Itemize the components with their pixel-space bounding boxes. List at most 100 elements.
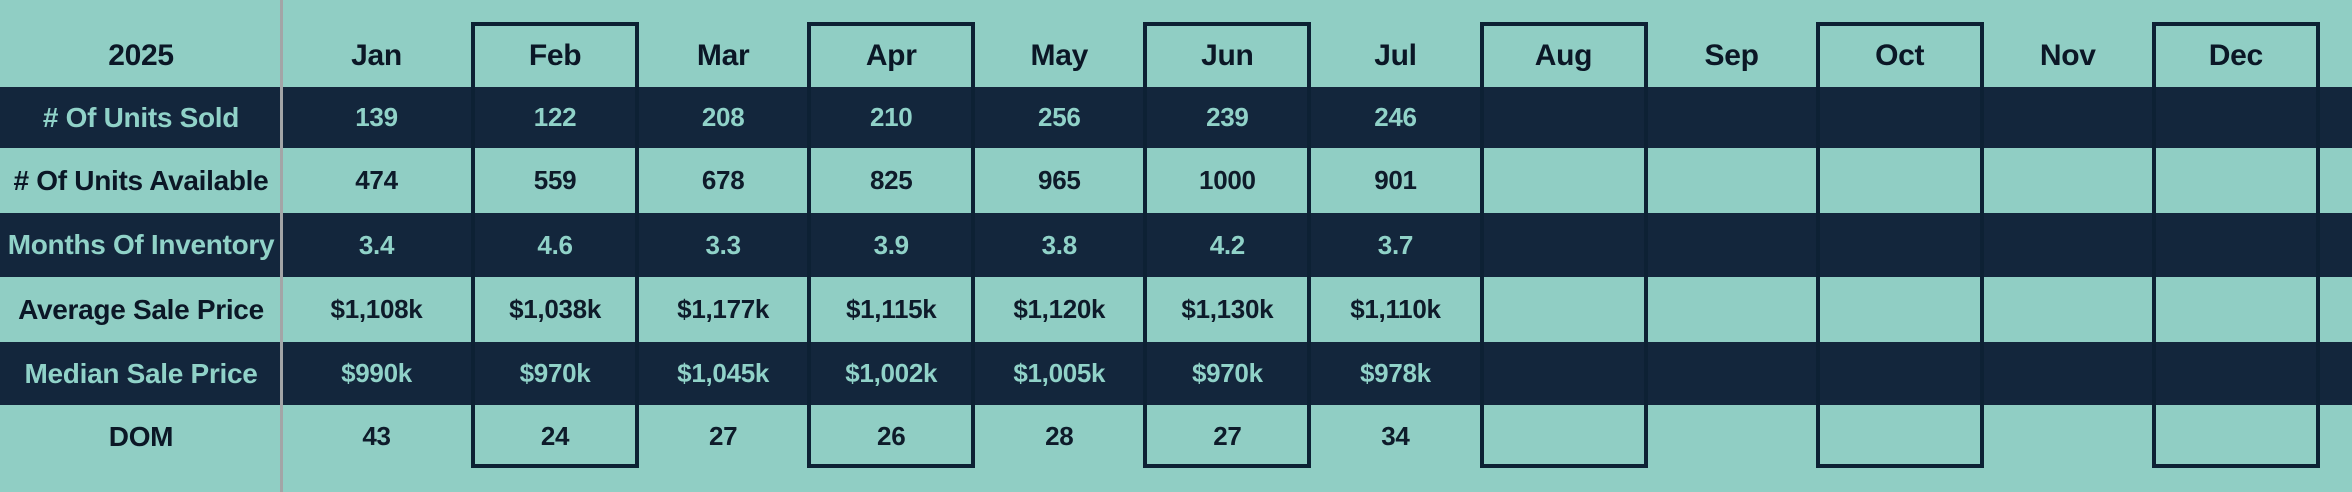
value-cell-jan: $990k xyxy=(341,358,412,388)
value-cell-jul: 34 xyxy=(1381,421,1410,451)
month-header-jul: Jul xyxy=(1374,38,1417,72)
value-cell-apr: 26 xyxy=(877,421,906,451)
value-cell-nov xyxy=(1984,405,2152,468)
value-cell-sep xyxy=(1648,213,1816,277)
table-row: DOM 43 24 27 26 28 27 34 xyxy=(0,405,2352,468)
month-header-sep: Sep xyxy=(1704,38,1759,72)
value-cell-oct xyxy=(1816,277,1984,342)
value-cell-jun: 4.2 xyxy=(1209,229,1246,260)
month-header-oct: Oct xyxy=(1875,38,1925,72)
value-cell-nov xyxy=(1984,87,2152,148)
table-row: # Of Units Available 474 559 678 825 965 1000 9… xyxy=(0,148,2352,213)
table-row: # Of Units Sold 139 122 208 210 256 239 246 xyxy=(0,87,2352,148)
value-cell-jul: 3.7 xyxy=(1377,229,1414,260)
table-body: # Of Units Sold 139 122 208 210 256 239 246 # Of… xyxy=(0,87,2352,468)
value-cell-nov xyxy=(1984,148,2152,213)
value-cell-dec xyxy=(2152,213,2320,277)
value-cell-jul: 246 xyxy=(1374,102,1417,132)
month-header-feb: Feb xyxy=(528,38,582,72)
value-cell-jan: 474 xyxy=(355,165,398,195)
row-label: # Of Units Available xyxy=(13,164,269,196)
value-cell-jun: 239 xyxy=(1206,102,1249,132)
value-cell-apr: $1,002k xyxy=(845,358,938,388)
value-cell-nov xyxy=(1984,277,2152,342)
month-header-jun: Jun xyxy=(1201,38,1254,72)
value-cell-may: 28 xyxy=(1045,421,1074,451)
value-cell-mar: $1,177k xyxy=(677,294,770,324)
table-row: Median Sale Price $990k $970k $1,045k $1,002… xyxy=(0,342,2352,405)
value-cell-jul: 901 xyxy=(1374,165,1417,195)
row-label: Months Of Inventory xyxy=(7,229,275,260)
value-cell-mar: 678 xyxy=(701,165,745,195)
value-cell-mar: 27 xyxy=(708,421,738,451)
value-cell-feb: $1,038k xyxy=(509,294,601,324)
table-row: Average Sale Price $1,108k $1,038k $1,177k $… xyxy=(0,277,2352,342)
value-cell-feb: 24 xyxy=(540,421,570,451)
value-cell-oct xyxy=(1816,148,1984,213)
month-header-apr: Apr xyxy=(865,38,917,72)
row-label: # Of Units Sold xyxy=(42,101,240,133)
value-cell-jun: 1000 xyxy=(1199,165,1256,195)
month-header-may: May xyxy=(1030,38,1089,72)
month-header-dec: Dec xyxy=(2208,38,2263,72)
value-cell-jul: $1,110k xyxy=(1350,294,1441,324)
value-cell-jan: $1,108k xyxy=(330,294,423,324)
value-cell-aug xyxy=(1479,277,1647,342)
value-cell-mar: 3.3 xyxy=(705,229,741,260)
value-cell-jan: 139 xyxy=(355,102,398,132)
value-cell-jul: $978k xyxy=(1360,358,1431,388)
value-cell-dec xyxy=(2152,277,2320,342)
value-cell-apr: 210 xyxy=(869,102,913,132)
value-cell-aug xyxy=(1479,87,1647,148)
value-cell-may: 256 xyxy=(1038,102,1081,132)
header-row: 2025 Jan Feb Mar Apr May Jun Jul Aug Sep Oct Nov De… xyxy=(0,0,2352,87)
value-cell-sep xyxy=(1648,277,1816,342)
value-cell-feb: 559 xyxy=(533,165,577,195)
value-cell-feb: 4.6 xyxy=(537,229,573,260)
value-cell-feb: 122 xyxy=(533,102,577,132)
value-cell-oct xyxy=(1816,342,1984,405)
value-cell-oct xyxy=(1816,87,1984,148)
value-cell-dec xyxy=(2152,148,2320,213)
value-cell-dec xyxy=(2152,342,2320,405)
table-row: Months Of Inventory 3.4 4.6 3.3 3.9 3.8 4.2 3.7 xyxy=(0,213,2352,277)
value-cell-aug xyxy=(1479,405,1647,468)
value-cell-apr: 825 xyxy=(869,165,913,195)
row-label: Median Sale Price xyxy=(24,357,258,389)
value-cell-sep xyxy=(1648,148,1816,213)
value-cell-may: 3.8 xyxy=(1041,229,1078,260)
month-header-nov: Nov xyxy=(2039,38,2096,72)
value-cell-sep xyxy=(1648,342,1816,405)
value-cell-jan: 3.4 xyxy=(358,229,395,260)
value-cell-dec xyxy=(2152,405,2320,468)
value-cell-aug xyxy=(1479,342,1647,405)
value-cell-may: $1,120k xyxy=(1013,294,1106,324)
value-cell-aug xyxy=(1479,213,1647,277)
value-cell-aug xyxy=(1479,148,1647,213)
value-cell-mar: 208 xyxy=(701,102,745,132)
month-header-jan: Jan xyxy=(351,38,402,72)
value-cell-dec xyxy=(2152,87,2320,148)
value-cell-sep xyxy=(1648,87,1816,148)
value-cell-nov xyxy=(1984,342,2152,405)
value-cell-oct xyxy=(1816,213,1984,277)
value-cell-feb: $970k xyxy=(519,358,591,388)
value-cell-may: 965 xyxy=(1038,165,1081,195)
month-header-aug: Aug xyxy=(1534,38,1593,72)
month-header-mar: Mar xyxy=(696,38,750,72)
value-cell-mar: $1,045k xyxy=(677,358,770,388)
value-cell-apr: 3.9 xyxy=(873,229,910,260)
value-cell-oct xyxy=(1816,405,1984,468)
value-cell-apr: $1,115k xyxy=(845,294,937,324)
value-cell-jan: 43 xyxy=(362,421,391,451)
row-label: DOM xyxy=(108,420,174,452)
value-cell-jun: 27 xyxy=(1213,421,1242,451)
column-divider xyxy=(280,0,283,492)
value-cell-jun: $1,130k xyxy=(1181,294,1274,324)
year-cell: 2025 xyxy=(108,38,174,72)
value-cell-sep xyxy=(1648,405,1816,468)
row-label: Average Sale Price xyxy=(18,293,264,325)
value-cell-jun: $970k xyxy=(1191,358,1263,388)
value-cell-nov xyxy=(1984,213,2152,277)
